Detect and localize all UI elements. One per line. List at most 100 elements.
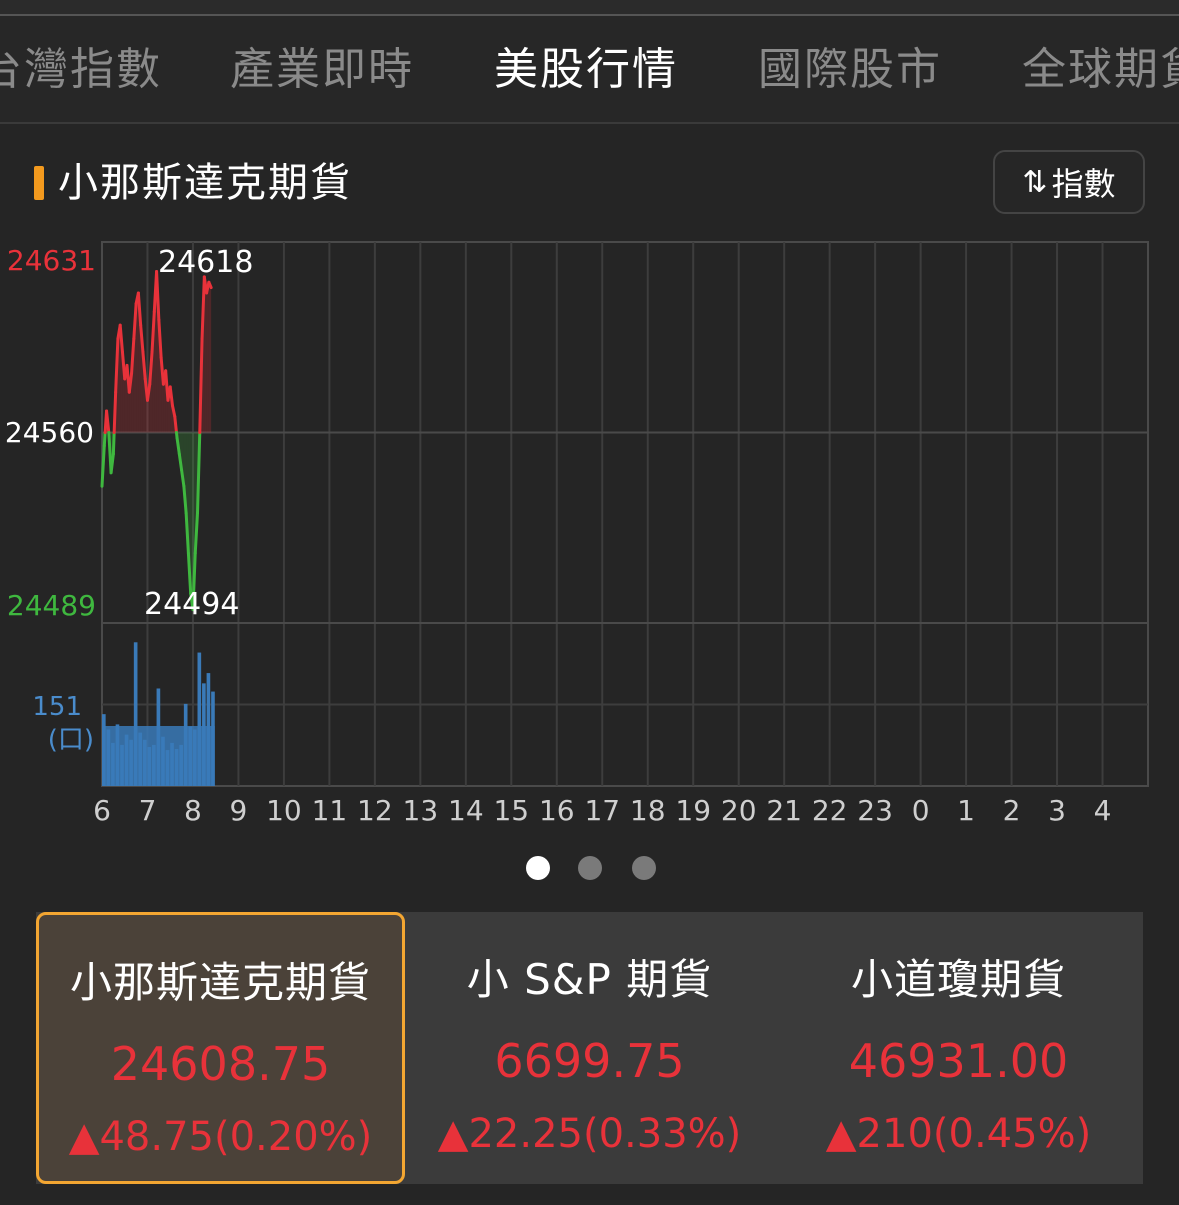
x-tick-label: 18 <box>630 794 666 827</box>
tabs-divider <box>0 122 1179 124</box>
chart-pager <box>0 856 1179 880</box>
volume-axis-unit: (口) <box>48 725 94 755</box>
volume-base-area <box>102 726 215 786</box>
price-line-segment <box>114 337 120 394</box>
tab-taiwan-index[interactable]: 台灣指數 <box>0 44 162 95</box>
x-axis-ticks: 6 7 8 9 10 11 12 13 14 15 16 17 18 19 20 21 22 23 0 1 2 3 4 <box>93 794 1111 827</box>
chart-grid <box>101 241 1149 787</box>
price-line-segment <box>180 468 186 488</box>
pager-dot[interactable] <box>578 856 602 880</box>
card-name: 小道瓊期貨 <box>850 955 1066 1004</box>
x-tick-label: 23 <box>857 794 893 827</box>
price-line-segment <box>170 404 177 418</box>
price-axis-high: 24631 <box>7 244 96 277</box>
price-line-segment <box>139 323 145 354</box>
card-change: ▲210(0.45%) <box>825 1111 1092 1157</box>
section-title: 小那斯達克期貨 <box>58 160 352 206</box>
price-line-segment <box>118 323 124 354</box>
price-line <box>100 270 213 612</box>
index-toggle-label: 指數 <box>1051 165 1116 203</box>
axis-labels: 24631 24560 24489 24618 24494 151 (口) <box>5 244 254 755</box>
card-price: 46931.00 <box>848 1034 1069 1088</box>
volume-bar <box>133 642 138 786</box>
index-toggle-button[interactable]: ⇅ 指數 <box>993 150 1145 214</box>
market-tabs: 台灣指數 產業即時 美股行情 國際股市 全球期貨 <box>0 16 1179 122</box>
price-axis-reference: 24560 <box>5 416 94 449</box>
price-line-segment <box>111 431 116 456</box>
price-fill-segment <box>208 282 212 433</box>
price-line-segment <box>198 337 204 434</box>
card-name: 小那斯達克期貨 <box>69 958 371 1007</box>
x-tick-label: 17 <box>584 794 620 827</box>
price-line-segment <box>200 275 206 341</box>
price-line-segment <box>130 337 136 375</box>
price-line-segment <box>175 436 181 456</box>
x-tick-label: 16 <box>539 794 575 827</box>
futures-card-dow[interactable]: 小道瓊期貨 46931.00 ▲210(0.45%) <box>774 912 1143 1184</box>
top-divider <box>0 14 1179 16</box>
x-tick-label: 2 <box>1003 794 1021 827</box>
price-line-segment <box>127 371 134 394</box>
pager-dot[interactable] <box>526 856 550 880</box>
price-line-segment <box>145 382 152 402</box>
x-tick-label: 15 <box>493 794 529 827</box>
x-tick-label: 1 <box>957 794 975 827</box>
price-line-segment <box>150 310 156 354</box>
x-tick-label: 8 <box>184 794 202 827</box>
tab-industry-realtime[interactable]: 產業即時 <box>230 44 414 95</box>
price-line-segment <box>157 318 163 359</box>
x-tick-label: 10 <box>266 794 302 827</box>
price-fill-segment <box>136 292 139 433</box>
price-fill-segment <box>190 432 193 610</box>
price-line-segment <box>148 350 154 386</box>
status-area <box>0 0 1179 15</box>
x-tick-label: 19 <box>675 794 711 827</box>
price-line-segment <box>184 511 190 555</box>
tab-global-futures[interactable]: 全球期貨 <box>1022 44 1179 95</box>
x-tick-label: 14 <box>448 794 484 827</box>
futures-card-nasdaq[interactable]: 小那斯達克期貨 24608.75 ▲48.75(0.20%) <box>36 912 405 1184</box>
card-change: ▲48.75(0.20%) <box>68 1114 373 1160</box>
card-name: 小 S&P 期貨 <box>466 955 713 1004</box>
price-line-segment <box>109 452 115 475</box>
chart-frame <box>101 241 1149 787</box>
price-line-segment <box>193 511 200 555</box>
price-line-segment <box>182 484 188 515</box>
x-tick-label: 0 <box>912 794 930 827</box>
price-line-segment <box>186 551 193 595</box>
volume-axis-max: 151 <box>32 692 82 722</box>
x-tick-label: 11 <box>312 794 348 827</box>
x-tick-label: 3 <box>1048 794 1066 827</box>
section-accent-bar <box>34 166 44 200</box>
volume-bar <box>197 652 202 786</box>
card-price: 24608.75 <box>110 1037 331 1091</box>
x-tick-label: 9 <box>230 794 248 827</box>
price-line-segment <box>136 291 143 327</box>
tab-international-markets[interactable]: 國際股市 <box>758 44 942 95</box>
x-tick-label: 13 <box>403 794 439 827</box>
price-fill-segment <box>163 370 166 433</box>
price-line-segment <box>177 452 184 472</box>
card-price: 6699.75 <box>494 1034 685 1088</box>
price-line-segment <box>173 414 178 434</box>
volume-bars <box>102 642 215 786</box>
price-line-segment <box>168 385 174 408</box>
x-tick-label: 4 <box>1094 794 1112 827</box>
price-line-segment <box>191 551 197 612</box>
card-change: ▲22.25(0.33%) <box>437 1111 742 1157</box>
price-line-segment <box>141 350 147 381</box>
x-tick-label: 6 <box>93 794 111 827</box>
price-line-segment <box>196 431 202 515</box>
x-tick-label: 21 <box>766 794 802 827</box>
x-tick-label: 20 <box>721 794 757 827</box>
price-line-segment <box>105 409 111 434</box>
futures-card-sp500[interactable]: 小 S&P 期貨 6699.75 ▲22.25(0.33%) <box>405 912 774 1184</box>
pager-dot[interactable] <box>632 856 656 880</box>
price-line-segment <box>100 444 106 488</box>
swap-vertical-icon: ⇅ <box>1022 164 1048 200</box>
x-tick-label: 7 <box>139 794 157 827</box>
futures-cards: 小那斯達克期貨 24608.75 ▲48.75(0.20%) 小 S&P 期貨 … <box>36 912 1143 1184</box>
tab-us-stocks[interactable]: 美股行情 <box>494 44 678 95</box>
x-tick-label: 12 <box>357 794 393 827</box>
